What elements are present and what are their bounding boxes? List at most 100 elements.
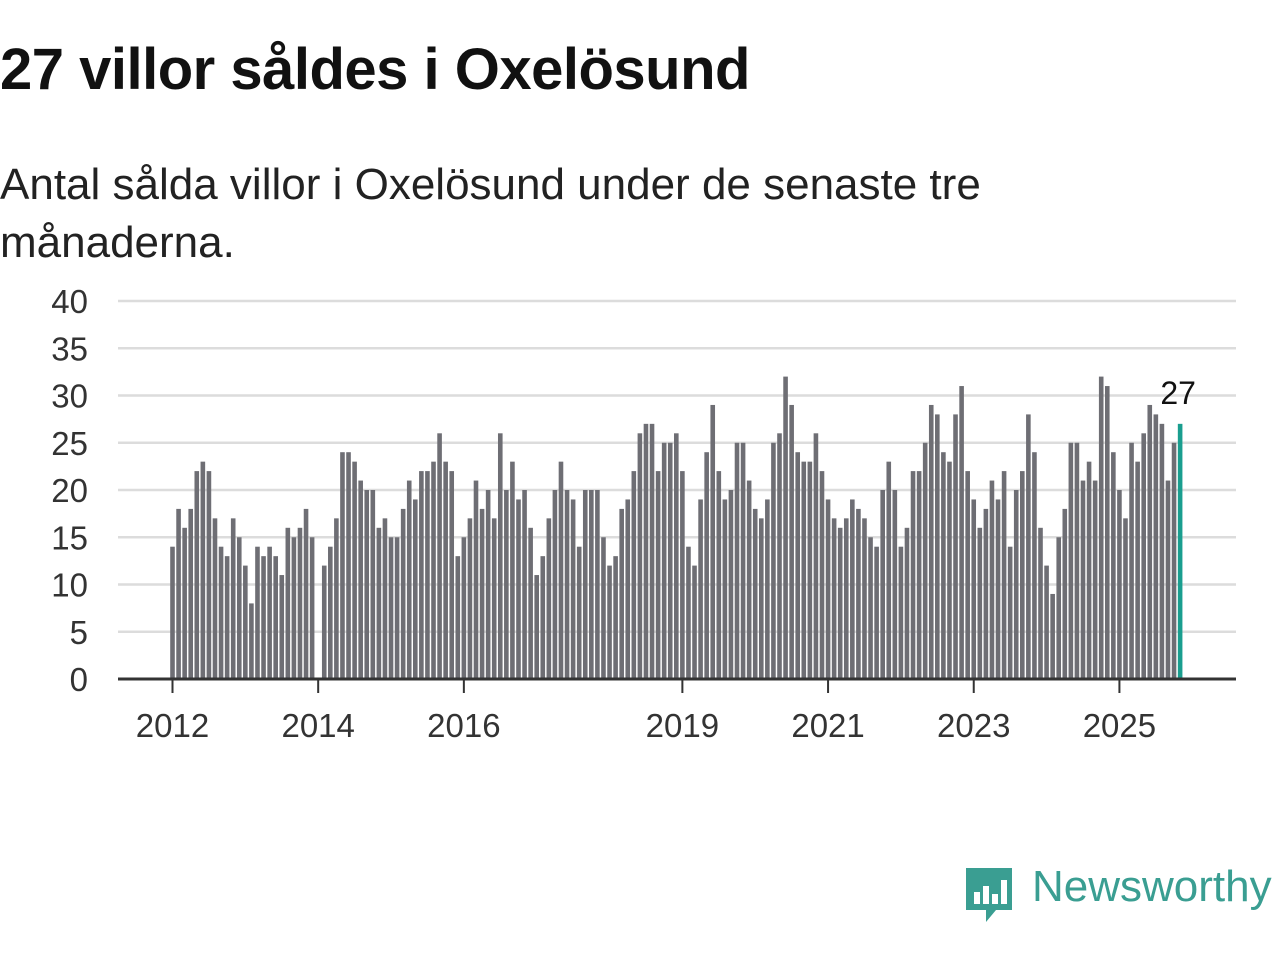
bar: [1056, 537, 1062, 679]
bar: [437, 433, 442, 679]
bar: [941, 452, 946, 679]
bar: [188, 508, 194, 679]
bar: [267, 546, 272, 679]
bar: [807, 461, 813, 679]
chart-title: 27 villor såldes i Oxelösund: [0, 37, 750, 102]
bar: [983, 508, 989, 679]
bar: [473, 480, 479, 679]
x-tick-label: 2025: [1083, 707, 1156, 744]
bar: [880, 490, 885, 679]
bar: [813, 433, 819, 679]
bar: [413, 499, 418, 679]
y-tick-label: 20: [51, 472, 88, 509]
bar: [619, 508, 624, 679]
x-tick-label: 2016: [427, 707, 500, 744]
y-tick-label: 30: [51, 378, 88, 415]
bar: [959, 386, 964, 679]
bar: [862, 518, 867, 679]
bar: [837, 527, 843, 679]
bar: [370, 490, 376, 679]
x-tick-label: 2019: [646, 707, 719, 744]
bar: [850, 499, 855, 679]
newsworthy-logo-icon: [966, 868, 1012, 922]
bar: [649, 423, 655, 679]
bar: [176, 508, 181, 679]
bar: [400, 508, 406, 679]
bar: [1026, 414, 1031, 679]
x-tick-label: 2012: [136, 707, 209, 744]
bar: [1032, 452, 1037, 679]
bar: [455, 556, 461, 679]
bar: [843, 518, 849, 679]
chart-subtitle: Antal sålda villor i Oxelösund under de …: [0, 160, 981, 267]
y-tick-label: 10: [51, 567, 88, 604]
bar: [777, 433, 782, 679]
bar: [1062, 508, 1068, 679]
bar: [655, 471, 661, 679]
bar: [783, 376, 788, 679]
bar: [200, 461, 206, 679]
bar: [595, 490, 600, 679]
bar: [522, 490, 527, 679]
bar: [886, 461, 892, 679]
bar: [868, 537, 873, 679]
y-tick-label: 25: [51, 425, 88, 462]
last-value-label: 27: [1160, 375, 1196, 411]
bar: [182, 527, 187, 679]
y-tick-label: 15: [51, 519, 88, 556]
bar: [953, 414, 958, 679]
bar: [710, 404, 716, 679]
bar: [674, 433, 679, 679]
y-axis-tick-labels: 0 5 10 15 20 25 30 35 40: [51, 283, 88, 698]
bar: [1007, 546, 1013, 679]
bar: [570, 499, 576, 679]
bar: [170, 546, 175, 679]
bar: [1080, 480, 1086, 679]
bar: [406, 480, 412, 679]
bar: [461, 537, 467, 679]
bar: [510, 461, 515, 679]
bar: [528, 527, 533, 679]
bar: [819, 471, 825, 679]
bar: [643, 423, 649, 679]
bar: [698, 499, 703, 679]
bar: [692, 565, 697, 679]
bar: [874, 546, 879, 679]
bar: [1159, 423, 1165, 679]
bar: [243, 565, 248, 679]
bar: [831, 518, 837, 679]
bar: [540, 556, 546, 679]
bar: [552, 490, 558, 679]
x-axis-tick-labels: 2012 2014 2016 2019 2021 2023 2025: [136, 679, 1156, 744]
y-tick-label: 40: [51, 283, 88, 320]
bar: [734, 442, 740, 679]
bar: [922, 442, 928, 679]
bar: [631, 471, 637, 679]
bar: [716, 471, 722, 679]
bar: [801, 461, 807, 679]
bar: [558, 461, 564, 679]
bar: [497, 433, 503, 679]
bar: [467, 518, 473, 679]
bar: [825, 499, 831, 679]
bar: [746, 480, 752, 679]
bar: [425, 471, 430, 679]
y-tick-label: 35: [51, 330, 88, 367]
bar: [686, 546, 691, 679]
bar: [564, 490, 570, 679]
bar: [261, 556, 266, 679]
bar: [546, 518, 552, 679]
bar: [206, 471, 212, 679]
bar: [1044, 565, 1049, 679]
bar: [419, 471, 424, 679]
bar: [1135, 461, 1140, 679]
bar: [291, 537, 297, 679]
bar: [1038, 527, 1043, 679]
bar: [1123, 518, 1128, 679]
bar: [965, 471, 970, 679]
bar: [1165, 480, 1171, 679]
bar: [1086, 461, 1092, 679]
bar: [898, 546, 904, 679]
bar: [892, 490, 898, 679]
